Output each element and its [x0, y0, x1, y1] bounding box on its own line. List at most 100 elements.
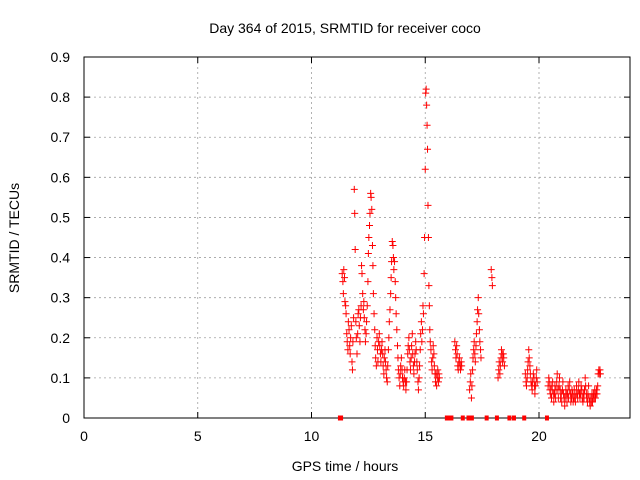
data-point	[392, 310, 400, 318]
data-point	[467, 394, 475, 402]
data-point	[497, 346, 505, 354]
x-tick-label: 0	[80, 428, 88, 444]
data-point	[453, 342, 461, 350]
data-point	[475, 326, 483, 334]
data-point	[488, 274, 496, 282]
data-point	[581, 386, 588, 394]
data-point	[359, 306, 367, 314]
data-point	[453, 350, 461, 358]
data-point	[379, 350, 387, 358]
data-point	[423, 121, 431, 129]
data-point	[471, 358, 479, 366]
data-point	[526, 362, 534, 370]
data-point	[471, 350, 479, 358]
data-point	[357, 302, 365, 310]
data-point	[378, 338, 386, 346]
data-point	[405, 334, 413, 342]
data-point	[392, 294, 400, 302]
data-point	[588, 398, 596, 406]
zero-marker	[522, 415, 527, 421]
data-point	[342, 310, 350, 318]
data-point	[532, 374, 540, 382]
data-point	[472, 330, 480, 338]
data-point	[339, 290, 347, 298]
data-point	[344, 346, 352, 354]
data-point	[353, 350, 361, 358]
data-point	[416, 346, 424, 354]
data-point	[433, 382, 441, 390]
data-point	[406, 366, 414, 374]
data-points	[337, 85, 604, 421]
data-point	[362, 330, 370, 338]
data-point	[397, 362, 405, 370]
data-point	[581, 374, 589, 382]
data-point	[358, 262, 366, 270]
x-tick-label: 15	[417, 428, 433, 444]
data-point	[531, 390, 539, 398]
data-point	[361, 326, 369, 334]
data-point	[345, 326, 353, 334]
plot-frame	[83, 56, 631, 419]
data-point	[340, 266, 348, 274]
zero-marker	[544, 415, 549, 421]
data-point	[410, 370, 418, 378]
data-point	[376, 342, 384, 350]
data-point	[359, 290, 367, 298]
data-point	[384, 362, 392, 370]
data-point	[564, 382, 572, 390]
data-point	[373, 334, 381, 342]
x-tick-labels: 0 5 10 15 20	[80, 428, 547, 444]
data-point	[389, 254, 397, 262]
data-point	[338, 270, 346, 278]
data-point	[385, 318, 393, 326]
data-point	[349, 338, 357, 346]
data-point	[400, 382, 408, 390]
data-point	[419, 310, 427, 318]
data-point	[411, 350, 419, 358]
data-point	[408, 342, 416, 350]
data-point	[423, 101, 431, 109]
zero-marker	[466, 415, 471, 421]
data-point	[343, 330, 351, 338]
x-tick-label: 10	[304, 428, 320, 444]
data-point	[420, 270, 428, 278]
y-tick-label: 0.3	[51, 290, 71, 306]
data-point	[533, 378, 541, 386]
data-point	[533, 366, 541, 374]
data-point	[434, 366, 442, 374]
data-point	[585, 382, 593, 390]
data-point	[393, 342, 401, 350]
data-point	[407, 354, 415, 362]
data-point	[430, 362, 438, 370]
data-point	[466, 386, 474, 394]
data-point	[426, 326, 434, 334]
x-tick-label: 5	[194, 428, 202, 444]
data-point	[417, 318, 425, 326]
data-point	[555, 374, 563, 382]
data-point	[495, 366, 503, 374]
data-point	[435, 374, 443, 382]
data-point	[523, 374, 531, 382]
y-tick-label: 0.6	[51, 169, 71, 185]
data-point	[532, 382, 540, 390]
data-point	[344, 318, 352, 326]
data-point	[351, 246, 359, 254]
y-tick-label: 0	[62, 410, 70, 426]
data-point	[421, 165, 429, 173]
data-point	[561, 402, 569, 410]
data-point	[524, 366, 532, 374]
data-point	[384, 346, 392, 354]
y-tick-label: 0.9	[51, 49, 71, 65]
data-point	[468, 382, 476, 390]
data-point	[524, 358, 532, 366]
data-point	[413, 366, 421, 374]
data-point	[550, 398, 558, 406]
data-point	[550, 390, 558, 398]
data-point	[352, 318, 360, 326]
data-point	[494, 374, 502, 382]
data-point	[387, 274, 395, 282]
data-point	[372, 362, 380, 370]
data-point	[593, 390, 601, 398]
data-point	[596, 370, 604, 378]
data-point	[396, 370, 404, 378]
